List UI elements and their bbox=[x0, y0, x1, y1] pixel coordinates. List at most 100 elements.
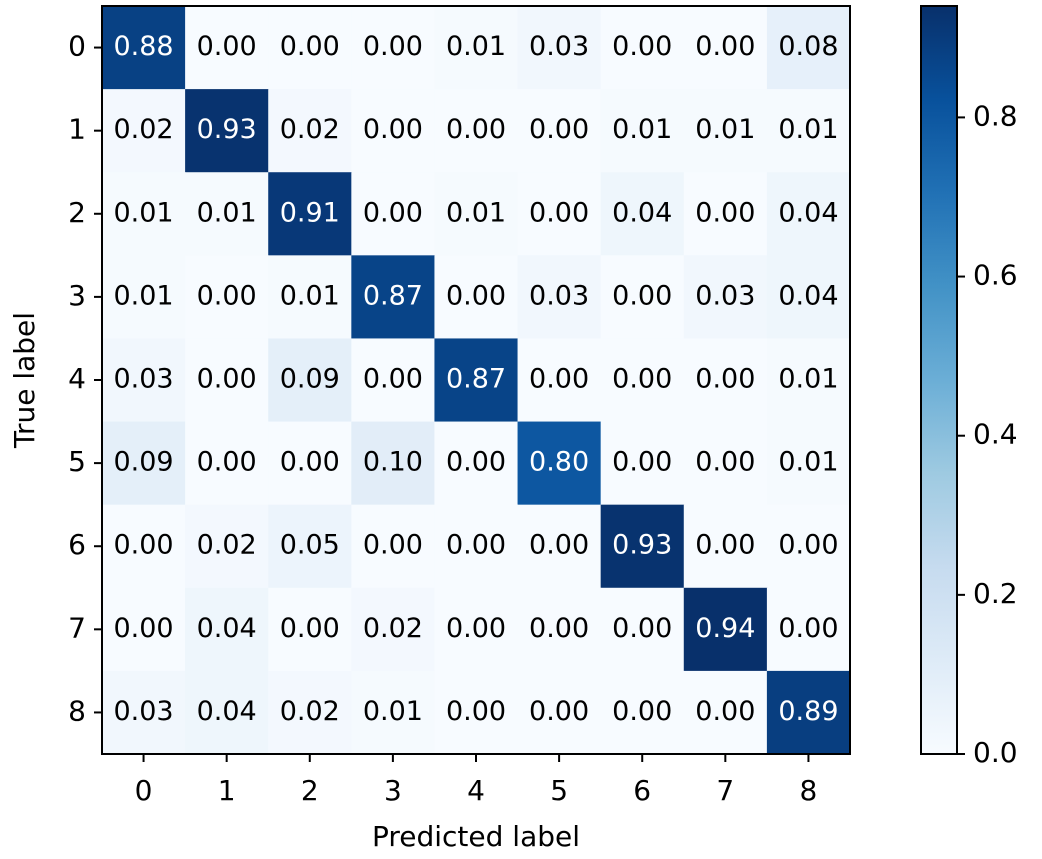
x-tick-label: 1 bbox=[218, 774, 236, 807]
cell bbox=[683, 338, 768, 423]
cell bbox=[102, 89, 186, 173]
cell bbox=[351, 504, 435, 589]
x-tick-label: 4 bbox=[467, 774, 485, 807]
cell bbox=[600, 504, 685, 589]
cell-label: 0.93 bbox=[197, 114, 257, 145]
cell bbox=[517, 338, 602, 423]
cell-label: 0.04 bbox=[778, 280, 838, 311]
cell-label: 0.01 bbox=[446, 197, 506, 228]
cell bbox=[766, 89, 851, 173]
cell-label: 0.00 bbox=[612, 613, 672, 644]
cell-label: 0.00 bbox=[446, 530, 506, 561]
y-tick-label: 7 bbox=[68, 611, 86, 644]
cell-label: 0.00 bbox=[197, 447, 257, 478]
cell-label: 0.00 bbox=[778, 613, 838, 644]
cell-label: 0.80 bbox=[529, 447, 589, 478]
cell-label: 0.01 bbox=[778, 114, 838, 145]
cell-label: 0.01 bbox=[280, 280, 340, 311]
x-tick-label: 6 bbox=[633, 774, 651, 807]
cell-label: 0.00 bbox=[695, 364, 755, 395]
cell-label: 0.00 bbox=[280, 31, 340, 62]
cell-label: 0.91 bbox=[280, 197, 340, 228]
cell bbox=[434, 670, 519, 755]
cell bbox=[185, 421, 269, 506]
cell-label: 0.00 bbox=[363, 197, 423, 228]
cell-label: 0.93 bbox=[612, 530, 672, 561]
y-tick-label: 8 bbox=[68, 694, 86, 727]
cell-label: 0.08 bbox=[778, 31, 838, 62]
cell-label: 0.00 bbox=[695, 530, 755, 561]
cell-label: 0.00 bbox=[529, 530, 589, 561]
cell-label: 0.01 bbox=[363, 696, 423, 727]
cell-label: 0.00 bbox=[446, 280, 506, 311]
cell bbox=[102, 338, 186, 423]
cell-label: 0.00 bbox=[529, 696, 589, 727]
cell-label: 0.00 bbox=[446, 696, 506, 727]
cell-label: 0.00 bbox=[612, 447, 672, 478]
cell-label: 0.00 bbox=[778, 530, 838, 561]
cell bbox=[517, 89, 602, 173]
cell-label: 0.00 bbox=[529, 197, 589, 228]
cell bbox=[268, 421, 352, 506]
cell bbox=[600, 421, 685, 506]
cell-label: 0.00 bbox=[529, 364, 589, 395]
cell bbox=[185, 504, 269, 589]
y-tick-label: 6 bbox=[68, 528, 86, 561]
cell bbox=[268, 338, 352, 423]
cell bbox=[600, 670, 685, 755]
cell bbox=[268, 89, 352, 173]
cell bbox=[766, 587, 851, 672]
cell-label: 0.03 bbox=[113, 364, 173, 395]
cell bbox=[268, 587, 352, 672]
cell-label: 0.01 bbox=[113, 280, 173, 311]
cell bbox=[434, 255, 519, 339]
cell-label: 0.88 bbox=[113, 31, 173, 62]
cell-label: 0.00 bbox=[363, 114, 423, 145]
cell-label: 0.00 bbox=[446, 447, 506, 478]
cell bbox=[102, 587, 186, 672]
cell bbox=[766, 6, 851, 90]
cell bbox=[102, 670, 186, 755]
x-tick-label: 0 bbox=[135, 774, 153, 807]
cell-label: 0.01 bbox=[197, 197, 257, 228]
cell bbox=[683, 255, 768, 339]
cell-label: 0.87 bbox=[363, 280, 423, 311]
cell-label: 0.02 bbox=[363, 613, 423, 644]
cell bbox=[268, 6, 352, 90]
cell-label: 0.01 bbox=[113, 197, 173, 228]
cell bbox=[351, 421, 435, 506]
cell-label: 0.04 bbox=[612, 197, 672, 228]
cell bbox=[683, 504, 768, 589]
y-tick-label: 2 bbox=[68, 196, 86, 229]
cell-label: 0.00 bbox=[363, 31, 423, 62]
cell bbox=[434, 587, 519, 672]
cell-label: 0.02 bbox=[280, 696, 340, 727]
y-axis-label: True label bbox=[8, 312, 41, 449]
cell bbox=[268, 172, 352, 256]
cell-label: 0.03 bbox=[529, 280, 589, 311]
cell bbox=[351, 89, 435, 173]
cell-label: 0.03 bbox=[113, 696, 173, 727]
cell-label: 0.00 bbox=[363, 364, 423, 395]
cell-label: 0.04 bbox=[197, 613, 257, 644]
cell bbox=[185, 255, 269, 339]
cell-label: 0.00 bbox=[113, 530, 173, 561]
cell bbox=[185, 172, 269, 256]
cell bbox=[185, 670, 269, 755]
cell bbox=[766, 421, 851, 506]
cell-label: 0.00 bbox=[113, 613, 173, 644]
cell-label: 0.00 bbox=[612, 696, 672, 727]
cell-label: 0.01 bbox=[778, 447, 838, 478]
cell-label: 0.00 bbox=[197, 280, 257, 311]
cell-label: 0.05 bbox=[280, 530, 340, 561]
cell bbox=[683, 172, 768, 256]
cell bbox=[600, 338, 685, 423]
cell bbox=[517, 421, 602, 506]
x-tick-label: 2 bbox=[301, 774, 319, 807]
y-tick-label: 1 bbox=[68, 113, 86, 146]
cell bbox=[766, 172, 851, 256]
cell bbox=[102, 172, 186, 256]
cell-label: 0.89 bbox=[778, 696, 838, 727]
cell-label: 0.00 bbox=[280, 447, 340, 478]
